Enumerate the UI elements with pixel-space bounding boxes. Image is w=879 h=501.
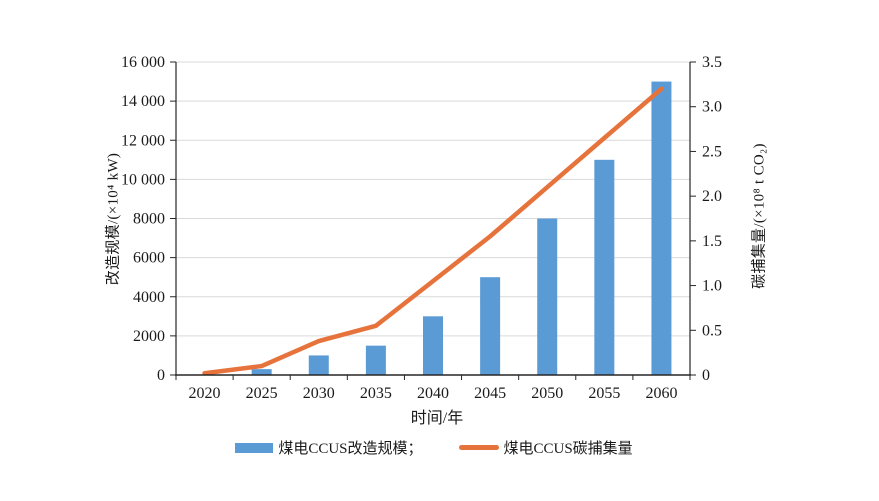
bar-2040 bbox=[423, 316, 443, 375]
left-axis-tick-label: 10 000 bbox=[121, 171, 165, 188]
right-axis-tick-label: 3.0 bbox=[702, 99, 722, 116]
right-axis-title: 碳捕集量/(×10⁸ t CO₂) bbox=[751, 143, 768, 289]
left-axis-tick-label: 12 000 bbox=[121, 132, 165, 149]
x-axis-tick-label: 2050 bbox=[531, 385, 563, 402]
left-axis-tick-label: 4000 bbox=[133, 289, 165, 306]
legend-label: 煤电CCUS改造规模； bbox=[278, 441, 423, 457]
left-axis-tick-label: 6000 bbox=[133, 250, 165, 267]
left-axis-tick-label: 2000 bbox=[133, 328, 165, 345]
bar-2055 bbox=[594, 159, 615, 375]
x-axis-tick-label: 2040 bbox=[417, 385, 449, 402]
bar-2060 bbox=[651, 81, 672, 375]
x-axis-tick-label: 2045 bbox=[474, 385, 506, 402]
legend-item-line-series: 煤电CCUS碳捕集量 bbox=[458, 437, 633, 458]
left-axis-title: 改造规模/(×10⁴ kW) bbox=[105, 152, 122, 286]
x-axis-tick-label: 2020 bbox=[189, 385, 221, 402]
right-axis-tick-label: 2.0 bbox=[702, 188, 722, 205]
bar-2030 bbox=[308, 355, 329, 375]
legend-label: 煤电CCUS碳捕集量 bbox=[503, 441, 633, 457]
x-axis-tick-label: 2055 bbox=[588, 385, 620, 402]
bar-2025 bbox=[251, 369, 272, 375]
bar-2045 bbox=[480, 277, 501, 375]
x-axis-tick-label: 2030 bbox=[303, 385, 335, 402]
right-axis-tick-label: 1.0 bbox=[702, 278, 722, 295]
left-axis-tick-label: 14 000 bbox=[121, 93, 165, 110]
bar-2050 bbox=[537, 218, 558, 375]
x-axis-tick-label: 2035 bbox=[360, 385, 392, 402]
legend-bar-swatch-icon bbox=[235, 442, 274, 453]
left-axis-tick-label: 0 bbox=[157, 367, 165, 384]
right-axis-tick-label: 3.5 bbox=[702, 54, 722, 71]
x-axis-title: 时间/年 bbox=[410, 410, 464, 427]
right-axis-tick-label: 0.5 bbox=[702, 322, 722, 339]
x-axis-tick-label: 2025 bbox=[246, 385, 278, 402]
legend-line-swatch-icon bbox=[458, 445, 499, 450]
legend: 煤电CCUS改造规模； 煤电CCUS碳捕集量 bbox=[0, 437, 868, 458]
right-axis-tick-label: 0 bbox=[702, 367, 710, 384]
right-axis-tick-label: 2.5 bbox=[702, 143, 722, 160]
left-axis-tick-label: 8000 bbox=[133, 211, 165, 228]
legend-item-bar-series: 煤电CCUS改造规模； bbox=[235, 437, 423, 458]
bar-2035 bbox=[365, 345, 386, 375]
x-axis-tick-label: 2060 bbox=[645, 385, 677, 402]
line-series bbox=[202, 86, 664, 376]
right-axis-tick-label: 1.5 bbox=[702, 233, 722, 250]
left-axis-tick-label: 16 000 bbox=[121, 54, 165, 71]
